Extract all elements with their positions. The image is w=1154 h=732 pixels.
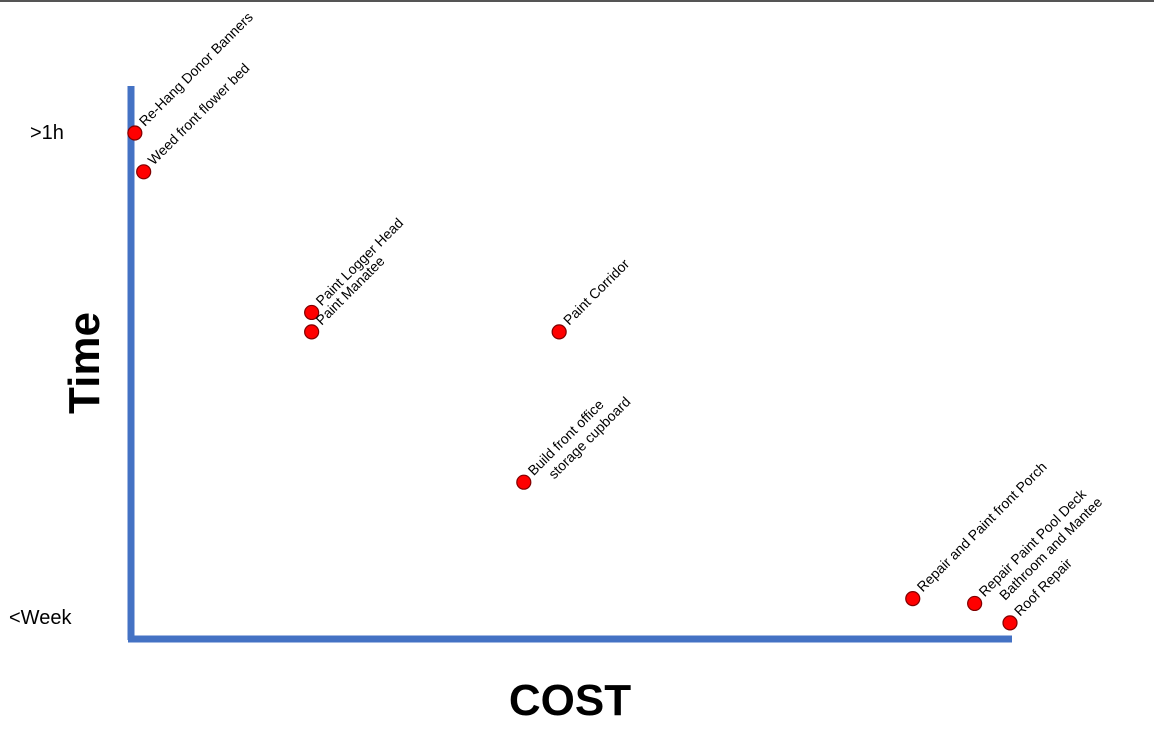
y-tick-bottom: <Week [9,607,72,629]
data-point [304,304,320,321]
x-axis-title: COST [508,676,632,725]
point-label: Build front officestorage cupboard [525,381,634,490]
data-point [304,324,320,340]
data-point [136,164,152,180]
data-point [967,595,983,612]
point-label: Paint Logger Head [312,215,406,309]
data-point [516,474,532,490]
point-label-line: Paint Corridor [560,255,633,328]
point-label-line: Paint Logger Head [312,215,406,309]
data-point [905,590,921,607]
point-label-line: Repair Paint Pool Deck [975,485,1089,599]
y-axis-title: Time [60,312,109,414]
data-point [551,324,567,340]
y-tick-top: >1h [30,122,64,144]
top-border [0,0,1154,2]
data-point [1002,615,1018,631]
data-point [127,125,143,141]
point-label: Paint Corridor [560,255,633,328]
